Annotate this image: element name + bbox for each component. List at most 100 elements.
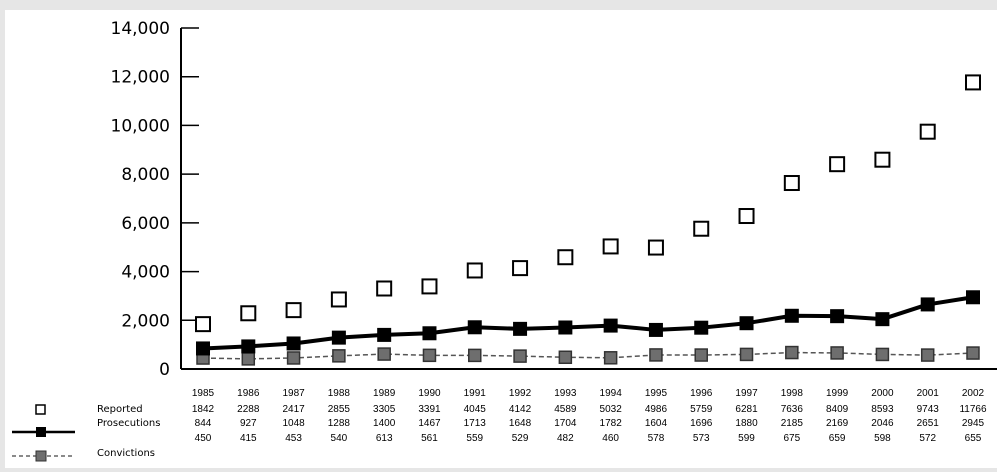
x-tick-label: 1993 [554,388,577,399]
point-prosecutions [603,318,618,333]
data-label: 4986 [645,404,668,415]
data-label: 3391 [418,404,441,415]
point-convictions [875,347,890,362]
data-label: 5032 [600,404,623,415]
point-prosecutions [377,327,392,342]
x-tick-label: 1988 [328,388,351,399]
data-label: 11766 [959,404,987,415]
data-label: 2417 [282,404,305,415]
point-prosecutions [286,336,301,351]
point-prosecutions [513,321,528,336]
point-convictions [830,346,844,360]
data-label: 578 [648,433,665,444]
data-label: 5759 [690,404,713,415]
x-tick-label: 1997 [735,388,758,399]
data-label: 1713 [464,418,487,429]
y-ticks: 0 2,000 4,000 6,000 8,000 10,000 12,000 14,000 [111,19,199,380]
data-label: 559 [466,433,483,444]
y-tick-label: 2,000 [121,311,170,331]
point-convictions [966,346,980,360]
point-prosecutions [830,309,845,324]
point-prosecutions [648,322,663,337]
point-convictions [739,347,754,362]
data-label: 8593 [871,404,894,415]
x-tick-label: 2000 [871,388,894,399]
legend-label: Reported [97,404,143,415]
point-convictions [920,348,935,362]
point-reported [240,305,257,322]
point-convictions [468,348,482,363]
x-tick-label: 1996 [690,388,713,399]
point-prosecutions [558,320,573,335]
data-label: 573 [693,433,710,444]
point-reported [376,280,393,297]
x-tick-label: 1991 [464,388,487,399]
point-prosecutions [467,320,482,335]
data-label: 460 [602,433,619,444]
y-tick-label: 10,000 [111,116,170,136]
data-label: 1696 [690,418,713,429]
data-label: 1604 [645,418,668,429]
x-tick-label: 1985 [192,388,215,399]
point-reported [919,123,936,140]
y-tick-label: 6,000 [121,214,170,234]
plot-background [5,10,997,468]
data-label: 7636 [781,404,804,415]
x-tick-label: 1992 [509,388,532,399]
point-reported [285,302,302,319]
data-label: 529 [512,433,529,444]
data-label: 927 [240,418,257,429]
data-label: 613 [376,433,393,444]
legend-label: Prosecutions [97,418,160,429]
point-prosecutions [422,326,437,341]
point-convictions [785,345,799,360]
point-reported [783,175,800,192]
point-convictions [377,347,391,361]
data-label: 1880 [735,418,758,429]
point-prosecutions [331,330,346,345]
y-tick-label: 8,000 [121,165,170,185]
data-label: 450 [195,433,212,444]
point-prosecutions [196,341,210,356]
point-convictions [422,348,437,363]
point-convictions [286,351,301,365]
point-reported [693,220,710,237]
x-tick-label: 2001 [917,388,940,399]
point-reported [330,291,347,308]
legend-label: Convictions [97,448,155,459]
data-label: 453 [285,433,302,444]
point-prosecutions [966,290,980,305]
data-label: 1288 [328,418,351,429]
data-label: 482 [557,433,574,444]
point-reported [512,260,529,277]
point-convictions [694,348,708,362]
point-convictions [649,348,663,362]
data-label: 572 [919,433,936,444]
data-label: 8409 [826,404,849,415]
data-label: 6281 [735,404,758,415]
x-tick-label: 1998 [781,388,804,399]
data-label: 659 [829,433,846,444]
y-tick-label: 14,000 [111,19,170,39]
point-convictions [241,352,256,366]
data-label: 4045 [464,404,487,415]
point-convictions [603,351,618,365]
legend-marker-prosecutions [36,427,46,437]
x-tick-label: 1986 [237,388,260,399]
point-prosecutions [784,308,799,323]
data-label: 1842 [192,404,215,415]
data-label: 598 [874,433,891,444]
data-label: 1782 [600,418,623,429]
data-label: 675 [783,433,800,444]
point-prosecutions [739,316,754,331]
point-prosecutions [694,320,709,335]
y-tick-label: 12,000 [111,68,170,88]
data-label: 4589 [554,404,577,415]
data-label: 2185 [781,418,804,429]
point-reported [421,278,438,295]
legend: Reported Prosecutions Convictions [12,404,160,462]
x-tick-label: 1987 [282,388,305,399]
point-convictions [558,350,573,365]
